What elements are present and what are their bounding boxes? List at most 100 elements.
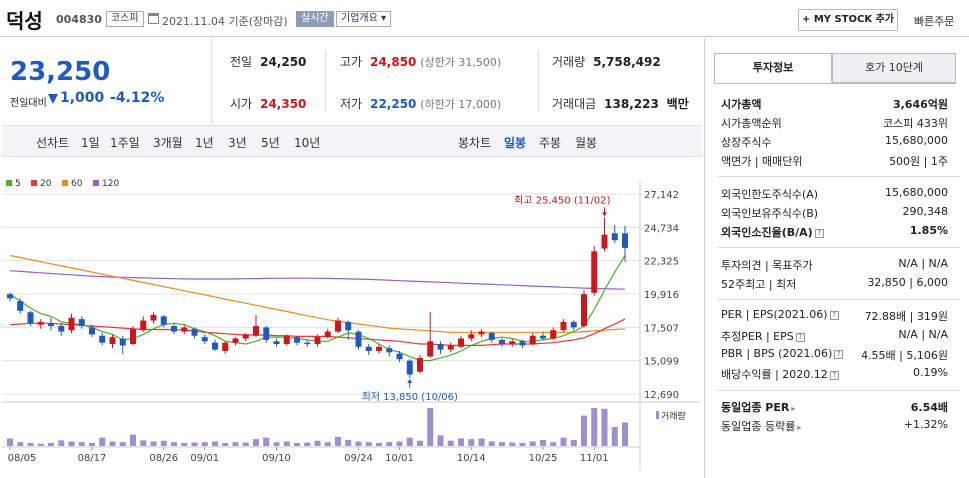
volume-bar — [478, 438, 485, 446]
y-tick-label: 19,916 — [644, 290, 679, 301]
help-icon[interactable]: ? — [814, 228, 824, 238]
volume-bar — [222, 442, 229, 446]
volume-label: 거래량 — [661, 410, 686, 422]
base-date: 2021.11.04 기준(장마감) — [162, 15, 288, 28]
legend-label: 20 — [40, 179, 52, 189]
volume-bar — [601, 408, 608, 446]
candle-body — [273, 341, 280, 345]
divider — [538, 50, 539, 112]
help-icon[interactable]: ? — [795, 332, 805, 342]
candle-body — [17, 301, 24, 311]
candle-body — [396, 353, 403, 360]
candle-body — [171, 326, 177, 332]
volume-bar — [570, 439, 577, 446]
x-tick-label: 10/01 — [385, 453, 414, 464]
stat-low: 저가 22,250 (하한가 17,000) — [340, 97, 502, 111]
period-1d[interactable]: 1일 — [81, 136, 100, 150]
divider — [717, 299, 960, 300]
volume-bar — [181, 442, 188, 446]
volume-bar — [458, 438, 464, 446]
volume-bar — [89, 442, 95, 446]
industry-rate-label[interactable]: 동일업종 등락률 ▸ — [721, 420, 802, 433]
my-stock-add-button[interactable]: + MY STOCK 추가 — [798, 9, 898, 31]
period-1w[interactable]: 1주일 — [110, 136, 140, 150]
candle-body — [181, 327, 188, 332]
volume-bar — [130, 434, 136, 446]
market-badge: 코스피 — [106, 11, 144, 27]
help-icon[interactable]: ? — [834, 349, 844, 359]
candle-weekly[interactable]: 주봉 — [539, 136, 562, 150]
candle-body — [212, 342, 218, 350]
period-5y[interactable]: 5년 — [261, 136, 280, 150]
legend-label: 5 — [15, 179, 21, 189]
candle-body — [519, 341, 526, 346]
volume-bar — [447, 440, 454, 446]
company-info-dropdown[interactable]: 기업개요 ▾ — [336, 11, 392, 27]
volume-bar — [324, 442, 331, 446]
low-annotation: 최저 13,850 (10/06) — [362, 391, 458, 403]
volume-bar — [437, 435, 444, 446]
quick-order-link[interactable]: 빠른주문 — [914, 15, 955, 28]
candle-chart-label: 봉차트 — [458, 136, 492, 150]
stock-price-chart[interactable]: 5 20 60 120 27,142 24,734 22,325 19,916 17,507 1… — [0, 170, 700, 470]
chevron-down-icon: ▾ — [381, 13, 387, 24]
period-10y[interactable]: 10년 — [294, 136, 321, 150]
candle-body — [58, 326, 65, 332]
volume-bar — [37, 443, 44, 446]
candle-body — [78, 319, 85, 327]
stat-open: 시가 24,350 — [230, 97, 307, 111]
pbr-value: 4.55배 | 5,106원 — [861, 349, 948, 362]
volume-bar — [560, 437, 567, 446]
volume-bar — [212, 441, 218, 446]
candle-body — [130, 328, 136, 345]
help-icon[interactable]: ? — [829, 370, 839, 380]
foreign-hold-value: 290,348 — [902, 205, 949, 218]
opinion-value: N/A | N/A — [898, 257, 948, 270]
candle-body — [406, 360, 413, 375]
candle-body — [591, 251, 598, 293]
volume-bar — [509, 442, 516, 446]
calendar-icon — [148, 13, 159, 24]
divider — [325, 50, 326, 112]
candle-body — [150, 314, 157, 321]
candle-body — [417, 357, 423, 372]
industry-per-label[interactable]: 동일업종 PER ▸ — [721, 401, 796, 414]
x-tick-label: 08/05 — [8, 453, 37, 464]
chart-annotations: 최고 25,450 (11/02) 최저 13,850 (10/06) — [362, 194, 611, 403]
y-tick-label: 22,325 — [644, 257, 679, 268]
candle-body — [160, 316, 167, 325]
help-icon[interactable]: ? — [829, 310, 839, 320]
volume-bar — [140, 440, 147, 446]
candle-body — [355, 331, 362, 347]
tab-invest-info[interactable]: 투자정보 — [714, 53, 832, 83]
x-axis-labels: 08/05 08/17 08/26 09/01 09/10 09/24 10/01 10/14… — [8, 447, 609, 464]
volume-bar — [273, 442, 280, 446]
period-3m[interactable]: 3개월 — [153, 136, 183, 150]
candle-daily[interactable]: 일봉 — [504, 136, 527, 150]
period-3y[interactable]: 3년 — [228, 136, 247, 150]
y-tick-label: 17,507 — [644, 323, 679, 334]
volume-bar — [78, 442, 85, 446]
realtime-badge[interactable]: 실시간 — [296, 11, 334, 27]
candle-monthly[interactable]: 월봉 — [575, 136, 598, 150]
volume-bar — [109, 441, 116, 446]
volume-bar — [376, 442, 382, 446]
chevron-right-icon: ▸ — [791, 404, 796, 413]
legend-swatch — [6, 180, 12, 186]
legend-label: 60 — [71, 179, 83, 189]
volume-bar — [540, 439, 546, 446]
volume-bar — [48, 442, 54, 446]
volume-bar — [191, 442, 198, 446]
candle-body — [365, 346, 372, 351]
candle-body — [140, 320, 147, 331]
down-triangle-icon — [48, 94, 58, 104]
chevron-right-icon: ▸ — [797, 423, 802, 432]
tab-orderbook[interactable]: 호가 10단계 — [832, 53, 956, 83]
candle-body — [376, 346, 382, 351]
period-1y[interactable]: 1년 — [195, 136, 214, 150]
candle-body — [109, 337, 116, 345]
candle-body — [468, 334, 475, 339]
industry-per-value: 6.54배 — [910, 401, 948, 414]
per-value: 72.88배 | 319원 — [864, 310, 948, 323]
volume-bar — [283, 441, 290, 446]
